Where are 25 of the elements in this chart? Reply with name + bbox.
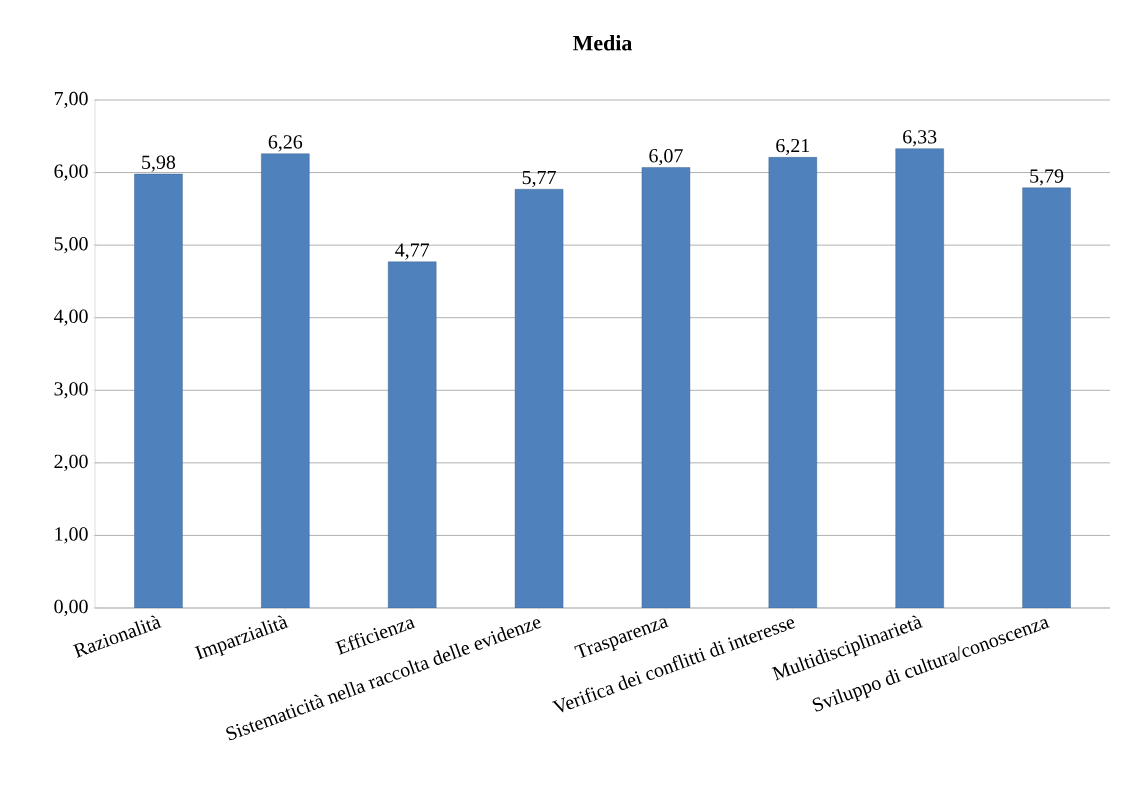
bar	[261, 153, 310, 608]
bar	[1022, 187, 1071, 608]
bar	[641, 167, 691, 608]
data-label: 6,21	[776, 138, 810, 156]
y-tick-label: 6,00	[54, 164, 88, 181]
chart-title: Media	[573, 35, 632, 51]
data-label: 5,98	[142, 155, 176, 172]
data-label: 4,77	[395, 243, 430, 260]
y-tick-label: 3,00	[54, 382, 88, 399]
y-tick-label: 5,00	[54, 236, 88, 254]
data-label: 6,07	[649, 148, 683, 166]
data-label: 5,79	[1030, 169, 1064, 186]
y-tick-label: 0,00	[54, 599, 88, 617]
y-tick-label: 7,00	[54, 91, 88, 109]
bar	[768, 157, 818, 608]
bar	[387, 261, 437, 608]
data-label: 5,77	[522, 170, 556, 188]
data-label: 6,33	[903, 130, 937, 147]
y-tick-label: 2,00	[54, 454, 88, 472]
bar	[514, 189, 564, 608]
y-tick-label: 1,00	[55, 527, 88, 544]
bar	[895, 148, 944, 608]
y-tick-label: 4,00	[54, 309, 88, 326]
bar	[134, 173, 183, 608]
data-label: 6,26	[268, 135, 303, 152]
